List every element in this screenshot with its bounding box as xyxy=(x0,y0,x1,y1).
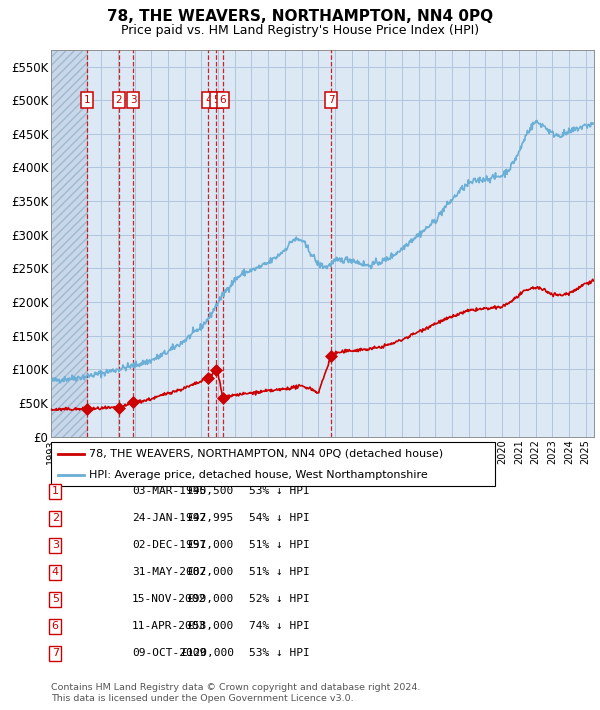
Text: 1: 1 xyxy=(84,95,91,105)
Text: 2: 2 xyxy=(116,95,122,105)
Text: 5: 5 xyxy=(213,95,220,105)
Text: 53% ↓ HPI: 53% ↓ HPI xyxy=(249,486,310,496)
Text: £99,000: £99,000 xyxy=(187,594,234,604)
Text: 4: 4 xyxy=(52,567,59,577)
Text: 78, THE WEAVERS, NORTHAMPTON, NN4 0PQ: 78, THE WEAVERS, NORTHAMPTON, NN4 0PQ xyxy=(107,9,493,24)
Text: 03-MAR-1995: 03-MAR-1995 xyxy=(132,486,206,496)
Text: 11-APR-2003: 11-APR-2003 xyxy=(132,621,206,631)
Text: £120,000: £120,000 xyxy=(180,648,234,658)
Text: 09-OCT-2009: 09-OCT-2009 xyxy=(132,648,206,658)
Bar xyxy=(51,50,87,437)
Text: £51,000: £51,000 xyxy=(187,540,234,550)
Text: 3: 3 xyxy=(130,95,137,105)
Text: 6: 6 xyxy=(220,95,226,105)
Text: 53% ↓ HPI: 53% ↓ HPI xyxy=(249,648,310,658)
Text: 51% ↓ HPI: 51% ↓ HPI xyxy=(249,540,310,550)
Text: £58,000: £58,000 xyxy=(187,621,234,631)
Bar xyxy=(51,50,87,437)
Text: HPI: Average price, detached house, West Northamptonshire: HPI: Average price, detached house, West… xyxy=(89,469,427,480)
Text: 24-JAN-1997: 24-JAN-1997 xyxy=(132,513,206,523)
Text: £42,995: £42,995 xyxy=(187,513,234,523)
Text: Price paid vs. HM Land Registry's House Price Index (HPI): Price paid vs. HM Land Registry's House … xyxy=(121,24,479,37)
Text: Contains HM Land Registry data © Crown copyright and database right 2024.: Contains HM Land Registry data © Crown c… xyxy=(51,682,421,692)
Text: 2: 2 xyxy=(52,513,59,523)
Text: 5: 5 xyxy=(52,594,59,604)
Text: 54% ↓ HPI: 54% ↓ HPI xyxy=(249,513,310,523)
Text: 4: 4 xyxy=(205,95,212,105)
Text: 6: 6 xyxy=(52,621,59,631)
Text: 7: 7 xyxy=(52,648,59,658)
Text: 52% ↓ HPI: 52% ↓ HPI xyxy=(249,594,310,604)
Text: £87,000: £87,000 xyxy=(187,567,234,577)
Text: 78, THE WEAVERS, NORTHAMPTON, NN4 0PQ (detached house): 78, THE WEAVERS, NORTHAMPTON, NN4 0PQ (d… xyxy=(89,449,443,459)
Text: 15-NOV-2002: 15-NOV-2002 xyxy=(132,594,206,604)
Text: 1: 1 xyxy=(52,486,59,496)
Text: 51% ↓ HPI: 51% ↓ HPI xyxy=(249,567,310,577)
Text: 31-MAY-2002: 31-MAY-2002 xyxy=(132,567,206,577)
Text: 3: 3 xyxy=(52,540,59,550)
Text: £40,500: £40,500 xyxy=(187,486,234,496)
Text: 7: 7 xyxy=(328,95,335,105)
Text: This data is licensed under the Open Government Licence v3.0.: This data is licensed under the Open Gov… xyxy=(51,694,353,703)
Text: 74% ↓ HPI: 74% ↓ HPI xyxy=(249,621,310,631)
Text: 02-DEC-1997: 02-DEC-1997 xyxy=(132,540,206,550)
